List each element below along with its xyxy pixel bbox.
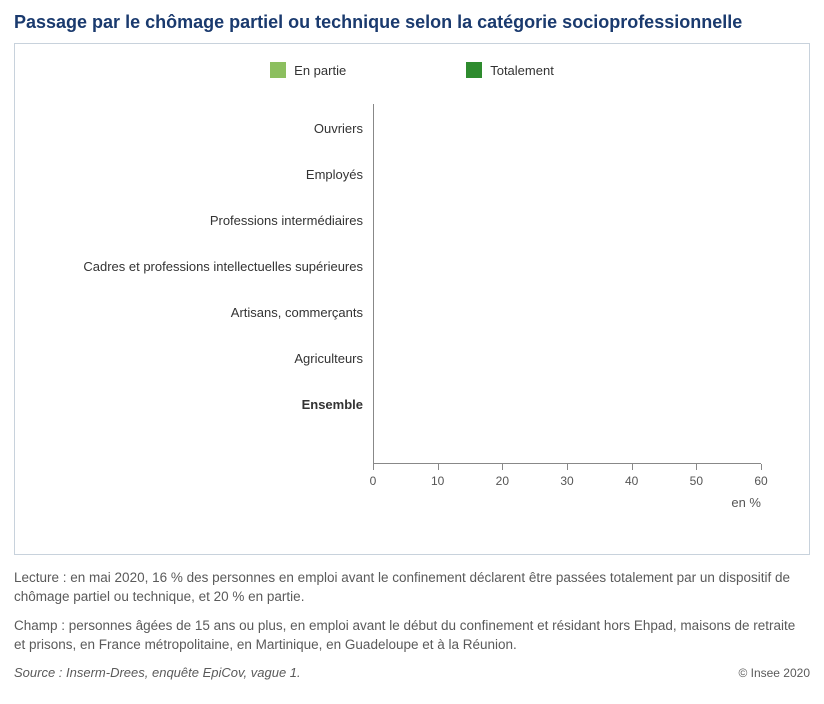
legend: En partie Totalement	[33, 62, 791, 78]
x-tick-label: 10	[431, 474, 444, 488]
copyright-text: © Insee 2020	[738, 666, 810, 680]
x-tick-label: 30	[560, 474, 573, 488]
x-tick-label: 20	[496, 474, 509, 488]
category-label: Agriculteurs	[33, 346, 373, 372]
x-axis-title: en %	[731, 495, 761, 510]
x-tick-label: 40	[625, 474, 638, 488]
legend-item-partial: En partie	[270, 62, 346, 78]
legend-swatch-total	[466, 62, 482, 78]
champ-text: Champ : personnes âgées de 15 ans ou plu…	[14, 617, 810, 655]
x-tick	[438, 464, 439, 470]
category-label: Cadres et professions intellectuelles su…	[33, 254, 373, 280]
y-axis	[373, 104, 374, 464]
caption-block: Lecture : en mai 2020, 16 % des personne…	[14, 569, 810, 655]
chart-title: Passage par le chômage partiel ou techni…	[14, 12, 810, 33]
chart-container: Passage par le chômage partiel ou techni…	[0, 0, 824, 690]
plot-area: en % 0102030405060OuvriersEmployésProfes…	[373, 104, 761, 464]
legend-label-total: Totalement	[490, 63, 554, 78]
x-tick	[502, 464, 503, 470]
source-text: Source : Inserm-Drees, enquête EpiCov, v…	[14, 665, 301, 680]
x-tick-label: 50	[690, 474, 703, 488]
category-label: Ensemble	[33, 392, 373, 418]
legend-label-partial: En partie	[294, 63, 346, 78]
x-tick-label: 0	[370, 474, 377, 488]
category-label: Artisans, commerçants	[33, 300, 373, 326]
x-tick	[761, 464, 762, 470]
chart-card: En partie Totalement en % 0102030405060O…	[14, 43, 810, 555]
x-tick	[373, 464, 374, 470]
lecture-text: Lecture : en mai 2020, 16 % des personne…	[14, 569, 810, 607]
source-row: Source : Inserm-Drees, enquête EpiCov, v…	[14, 665, 810, 680]
legend-swatch-partial	[270, 62, 286, 78]
x-tick	[696, 464, 697, 470]
legend-item-total: Totalement	[466, 62, 554, 78]
category-label: Ouvriers	[33, 116, 373, 142]
x-tick-label: 60	[754, 474, 767, 488]
category-label: Professions intermédiaires	[33, 208, 373, 234]
x-tick	[567, 464, 568, 470]
x-tick	[632, 464, 633, 470]
category-label: Employés	[33, 162, 373, 188]
